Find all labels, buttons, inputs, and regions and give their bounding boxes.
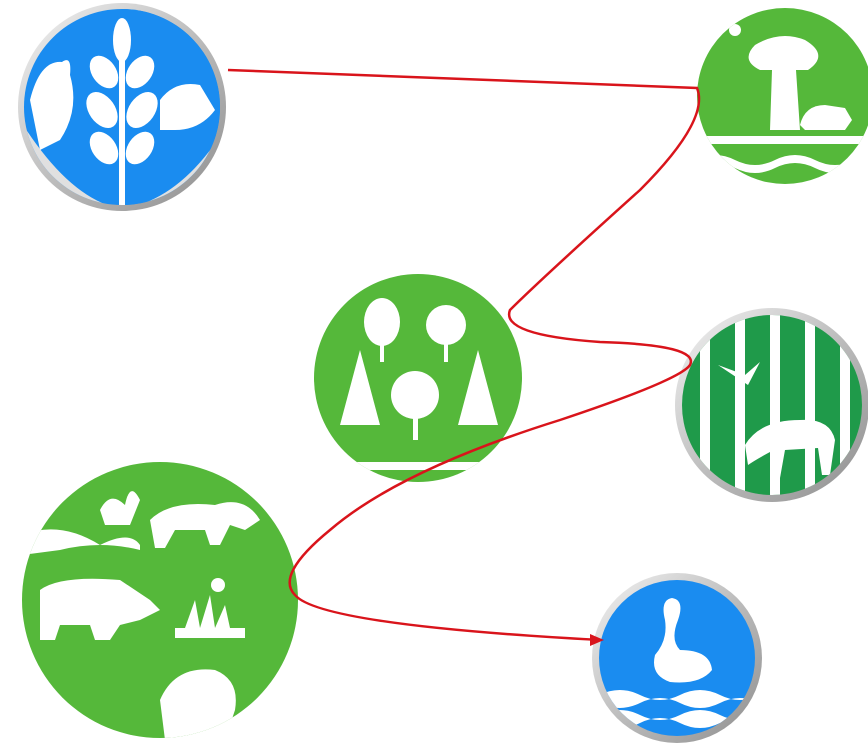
flower [211,578,225,592]
ground [314,462,522,470]
trunk [444,340,448,362]
icon-agriculture [18,3,226,211]
ground [175,628,245,638]
tree [364,298,400,346]
trunk [413,410,418,440]
diagram [0,0,868,745]
icon-zoo [675,308,868,502]
icon-savanna [697,8,868,184]
stem [119,60,125,210]
ground [697,136,868,144]
sun [729,24,741,36]
icon-wetland [592,573,762,743]
bar [735,313,745,497]
trunk [380,340,384,362]
page: {} [0,0,868,745]
bar [805,313,815,497]
icon-forest [314,274,522,482]
tree [426,305,466,345]
grain [113,18,131,62]
icon-wildlife [22,462,298,740]
